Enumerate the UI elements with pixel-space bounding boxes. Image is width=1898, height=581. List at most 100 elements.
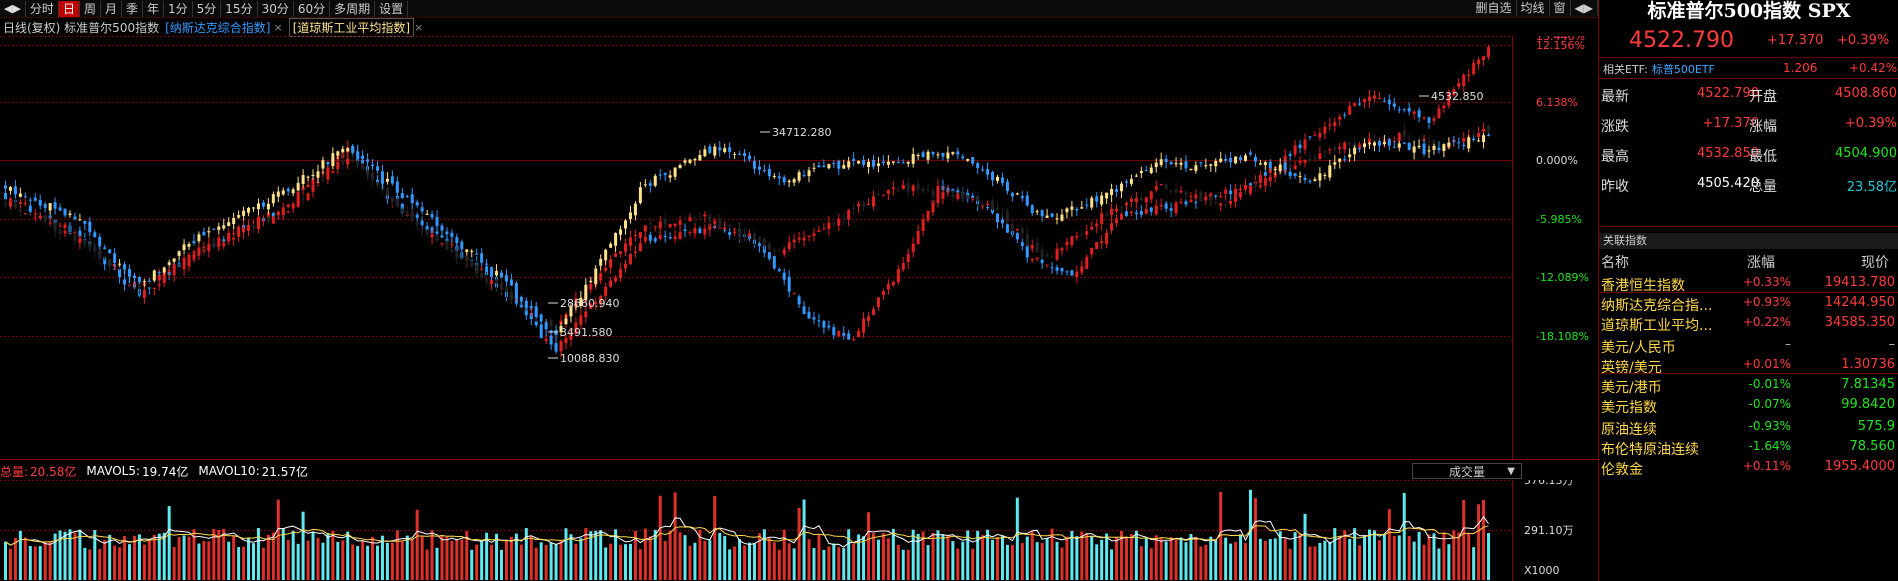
volume-bar (1110, 549, 1114, 580)
volume-bar (643, 528, 647, 580)
volume-bar (425, 549, 429, 580)
period-tab[interactable]: 年 (143, 0, 165, 17)
toolbar-button[interactable]: 均线 (1517, 0, 1550, 16)
spx-candle (316, 164, 320, 184)
spx-candle (524, 297, 528, 310)
related-index-row[interactable]: 美元指数 -0.07% 99.8420 (1599, 397, 1898, 417)
spx-candle (762, 164, 766, 173)
volume-chart[interactable]: 576.13万 291.10万 X1000 (0, 480, 1598, 581)
spx-candle (376, 160, 379, 174)
related-index-row[interactable]: 香港恒生指数 +0.33% 19413.780 (1599, 275, 1898, 295)
toolbar-toggle-icon[interactable]: ◀▶ (0, 0, 26, 17)
period-tab[interactable]: 30分 (258, 0, 294, 17)
volume-bar (1005, 544, 1009, 580)
volume-bar (1244, 543, 1247, 580)
period-tab[interactable]: 月 (101, 0, 122, 17)
period-tab[interactable]: 周 (80, 0, 101, 17)
toolbar-button[interactable]: ◀▶ (1571, 0, 1598, 16)
dowjones-candle (891, 180, 895, 196)
spx-candle (128, 264, 131, 284)
spx-candle (1124, 179, 1128, 188)
period-tab[interactable]: 季 (122, 0, 143, 17)
period-tab[interactable]: 分时 (26, 0, 59, 17)
spx-candle (668, 170, 672, 183)
volume-bar (1253, 498, 1257, 580)
spx-candle (137, 276, 141, 284)
volume-bar (956, 548, 960, 580)
spx-candle (1487, 133, 1491, 137)
volume-bar (971, 548, 975, 580)
spx-candle (4, 180, 7, 192)
related-index-row[interactable]: 英镑/美元 +0.01% 1.30736 (1599, 357, 1898, 377)
volume-bar (132, 535, 136, 580)
spx-candle (569, 303, 573, 323)
extreme-value-label: 3491.580 (560, 326, 613, 339)
period-tab[interactable]: 多周期 (330, 0, 376, 17)
nasdaq-candle (817, 313, 821, 328)
related-index-row[interactable]: 道琼斯工业平均... +0.22% 34585.350 (1599, 315, 1898, 335)
spx-candle (495, 264, 499, 277)
volume-bar (1372, 530, 1376, 580)
period-tab[interactable]: 1分 (164, 0, 193, 17)
period-tab[interactable]: 设置 (375, 0, 409, 17)
volume-bar (1452, 530, 1456, 580)
volume-bar (1139, 546, 1143, 580)
security-title: 标准普尔500指数 SPX (1647, 0, 1851, 22)
col-price[interactable]: 现价 (1861, 255, 1889, 271)
index-name: 美元/人民币 (1601, 340, 1676, 356)
dowjones-candle (385, 186, 389, 200)
dowjones-candle (733, 228, 737, 233)
dowjones-candle (207, 238, 211, 258)
volume-bar (1129, 534, 1133, 580)
toolbar-button[interactable]: 窗 (1550, 0, 1571, 16)
spx-candle (718, 141, 722, 157)
nasdaq-candle (1055, 264, 1059, 275)
related-index-header: 关联指数 (1599, 233, 1898, 249)
volume-bar (584, 528, 588, 580)
volume-bar (1020, 543, 1024, 580)
toolbar-button[interactable]: 删自选 (1471, 0, 1517, 16)
period-tab[interactable]: 15分 (221, 0, 258, 17)
volume-bar (1263, 540, 1267, 580)
volume-bar (242, 546, 246, 580)
period-tab[interactable]: 60分 (294, 0, 331, 17)
related-etf-name[interactable]: 标普500ETF (1651, 63, 1715, 76)
related-index-row[interactable]: 美元/人民币 – – (1599, 337, 1898, 357)
volume-bar (678, 532, 682, 580)
col-name[interactable]: 名称 (1601, 255, 1629, 271)
volume-bar (232, 535, 236, 580)
volume-bar (901, 549, 905, 580)
related-index-row[interactable]: 美元/港币 -0.01% 7.81345 (1599, 377, 1898, 397)
indicator-select[interactable]: 成交量 ▼ (1412, 463, 1522, 479)
candlestick-chart[interactable]: 13.446%12.156% 6.138% 0.000% -5.985% -12.089… (0, 36, 1598, 460)
volume-bar (1144, 538, 1148, 580)
spx-candle (1452, 135, 1456, 146)
col-pct[interactable]: 涨幅 (1747, 255, 1775, 271)
volume-bar (356, 546, 360, 580)
dowjones-candle (1030, 239, 1034, 253)
related-index-row[interactable]: 纳斯达克综合指... +0.93% 14244.950 (1599, 295, 1898, 315)
volume-bar (876, 539, 880, 580)
dowjones-candle (792, 234, 796, 249)
period-tab[interactable]: 日 (58, 0, 80, 17)
index-pct: +0.33% (1742, 275, 1791, 289)
remove-nasdaq-icon[interactable]: × (273, 20, 283, 34)
volume-bar (951, 541, 955, 580)
related-index-row[interactable]: 布伦特原油连续 -1.64% 78.560 (1599, 439, 1898, 459)
remove-dowjones-icon[interactable]: × (414, 20, 424, 34)
index-price: 575.9 (1857, 419, 1895, 434)
related-index-row[interactable]: 伦敦金 +0.11% 1955.4000 (1599, 459, 1898, 479)
spx-candle (658, 168, 662, 180)
spx-candle (757, 160, 761, 175)
dowjones-candle (376, 181, 379, 190)
volume-bar (410, 539, 414, 580)
legend-overlay-dowjones[interactable]: [道琼斯工业平均指数] (288, 17, 415, 37)
spx-candle (1363, 138, 1367, 154)
related-index-row[interactable]: 原油连续 -0.93% 575.9 (1599, 419, 1898, 439)
period-tab[interactable]: 5分 (193, 0, 222, 17)
spx-candle (1184, 155, 1188, 173)
spx-candle (683, 158, 687, 166)
y-axis-pct-label: -18.108% (1536, 330, 1589, 343)
legend-overlay-nasdaq[interactable]: [纳斯达克综合指数] (165, 20, 271, 35)
spx-candle (1020, 190, 1024, 202)
